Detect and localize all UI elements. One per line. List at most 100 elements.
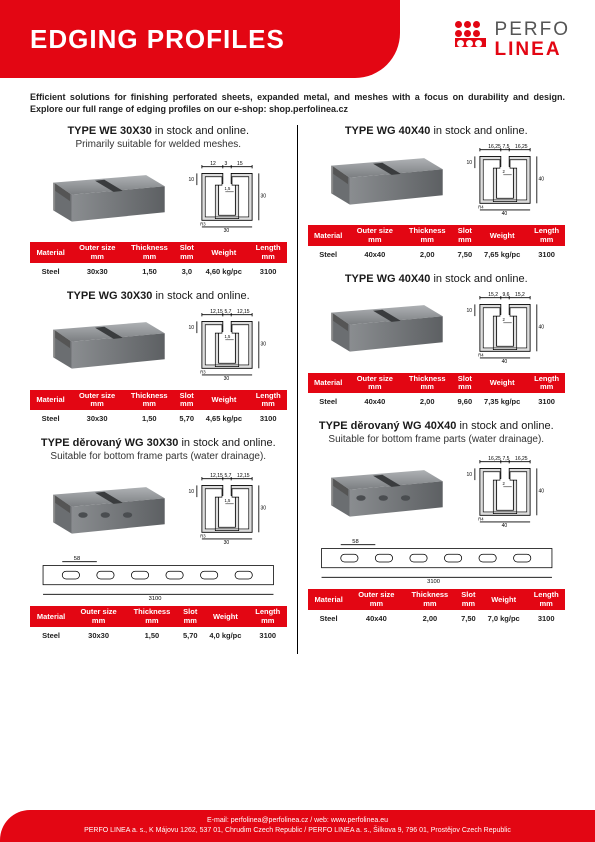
- spec-table: Material Outer sizemm Thicknessmm Slotmm…: [30, 390, 287, 428]
- svg-text:40: 40: [539, 177, 545, 183]
- th-weight: Weight: [476, 225, 528, 246]
- product-images: 12 3 15 10 30 30 R3 1,5: [30, 156, 287, 236]
- svg-text:12,15: 12,15: [211, 309, 224, 315]
- td-weight: 4,0 kg/pc: [202, 627, 249, 644]
- product-block: TYPE děrovaný WG 30X30 in stock and onli…: [30, 437, 287, 644]
- svg-text:16,25: 16,25: [489, 456, 502, 462]
- th-slot: Slotmm: [179, 606, 202, 627]
- td-weight: 7,65 kg/pc: [476, 246, 528, 263]
- td-thick: 1,50: [123, 410, 175, 427]
- td-thick: 2,00: [401, 246, 454, 263]
- spec-table: Material Outer sizemm Thicknessmm Slotmm…: [308, 589, 566, 627]
- td-outer: 30x30: [71, 410, 123, 427]
- footer-address: PERFO LINEA a. s., K Májovu 1262, 537 01…: [10, 826, 585, 836]
- svg-text:30: 30: [261, 342, 267, 348]
- th-slot: Slotmm: [457, 589, 480, 610]
- th-material: Material: [30, 390, 71, 411]
- product-subtitle: Suitable for bottom frame parts (water d…: [30, 451, 287, 462]
- svg-text:30: 30: [261, 194, 267, 200]
- th-weight: Weight: [202, 606, 249, 627]
- td-length: 3100: [250, 410, 287, 427]
- svg-text:2: 2: [503, 170, 506, 175]
- svg-text:15,2: 15,2: [515, 292, 525, 298]
- spec-table: Material Outer sizemm Thicknessmm Slotmm…: [30, 606, 287, 644]
- iso-view-icon: [44, 311, 174, 376]
- svg-text:30: 30: [261, 506, 267, 512]
- product-subtitle: Primarily suitable for welded meshes.: [30, 139, 287, 150]
- svg-text:3100: 3100: [427, 579, 440, 585]
- th-slot: Slotmm: [454, 225, 477, 246]
- page-title: EDGING PROFILES: [30, 24, 285, 55]
- svg-text:R3: R3: [200, 369, 206, 374]
- svg-text:16,25: 16,25: [489, 144, 502, 150]
- cross-section-icon: 16,25 7,5 16,25 10 40 40 R4 2: [460, 143, 550, 215]
- th-outer: Outer sizemm: [71, 390, 123, 411]
- td-length: 3100: [250, 263, 287, 280]
- th-outer: Outer sizemm: [72, 606, 125, 627]
- svg-text:58: 58: [74, 556, 80, 562]
- svg-text:10: 10: [467, 472, 473, 478]
- svg-text:10: 10: [189, 177, 195, 183]
- td-slot: 3,0: [176, 263, 198, 280]
- svg-text:R4: R4: [478, 205, 484, 210]
- th-weight: Weight: [198, 390, 250, 411]
- header: EDGING PROFILES: [0, 0, 400, 78]
- svg-text:1,5: 1,5: [225, 334, 231, 339]
- td-slot: 7,50: [454, 246, 477, 263]
- svg-text:1,5: 1,5: [225, 499, 231, 504]
- svg-text:7,5: 7,5: [503, 456, 510, 462]
- th-material: Material: [308, 225, 349, 246]
- product-images: 16,25 7,5 16,25 10 40 40 R4 2: [308, 139, 566, 219]
- th-thick: Thicknessmm: [401, 225, 454, 246]
- th-thick: Thicknessmm: [125, 606, 179, 627]
- svg-text:1,5: 1,5: [225, 187, 231, 192]
- logo-line1: PERFO: [495, 19, 570, 40]
- svg-text:12: 12: [211, 161, 217, 167]
- iso-view-icon: [322, 147, 452, 212]
- svg-text:2: 2: [503, 317, 506, 322]
- product-block: TYPE WG 40X40 in stock and online. 16,25…: [308, 125, 566, 263]
- column-right: TYPE WG 40X40 in stock and online. 16,25…: [298, 125, 576, 654]
- logo-text: PERFO LINEA: [495, 20, 570, 60]
- td-weight: 7,0 kg/pc: [480, 610, 527, 627]
- th-slot: Slotmm: [176, 242, 198, 263]
- td-material: Steel: [308, 393, 349, 410]
- td-material: Steel: [308, 610, 350, 627]
- product-block: TYPE děrovaný WG 40X40 in stock and onli…: [308, 420, 566, 627]
- product-title: TYPE WG 30X30 in stock and online.: [30, 290, 287, 302]
- svg-text:R4: R4: [478, 352, 484, 357]
- product-grid: TYPE WE 30X30 in stock and online. Prima…: [0, 125, 595, 654]
- svg-text:30: 30: [224, 376, 230, 380]
- svg-text:9,6: 9,6: [503, 292, 510, 298]
- th-length: Lengthmm: [528, 373, 565, 394]
- td-thick: 2,00: [401, 393, 454, 410]
- td-outer: 30x30: [72, 627, 125, 644]
- th-slot: Slotmm: [175, 390, 198, 411]
- product-block: TYPE WG 30X30 in stock and online. 12,15…: [30, 290, 287, 428]
- td-length: 3100: [527, 610, 565, 627]
- svg-text:5,7: 5,7: [225, 309, 232, 315]
- logo-line2: LINEA: [495, 39, 562, 60]
- svg-text:3: 3: [225, 161, 228, 167]
- th-length: Lengthmm: [528, 225, 565, 246]
- svg-text:10: 10: [189, 325, 195, 331]
- svg-text:16,25: 16,25: [515, 456, 528, 462]
- cross-section-icon: 12,15 5,7 12,15 10 30 30 R3 1,5: [182, 472, 272, 544]
- th-thick: Thicknessmm: [403, 589, 457, 610]
- td-slot: 7,50: [457, 610, 480, 627]
- td-slot: 5,70: [179, 627, 202, 644]
- intro-text: Efficient solutions for finishing perfor…: [0, 78, 595, 125]
- svg-text:10: 10: [189, 489, 195, 495]
- td-material: Steel: [30, 410, 71, 427]
- td-thick: 1,50: [123, 263, 176, 280]
- th-length: Lengthmm: [250, 390, 287, 411]
- svg-text:58: 58: [352, 539, 358, 545]
- svg-text:40: 40: [502, 211, 508, 215]
- cross-section-icon: 12 3 15 10 30 30 R3 1,5: [182, 160, 272, 232]
- svg-text:R4: R4: [478, 517, 484, 522]
- th-slot: Slotmm: [454, 373, 477, 394]
- plan-view-icon: 58 3100: [30, 554, 287, 602]
- product-block: TYPE WG 40X40 in stock and online. 15,2 …: [308, 273, 566, 411]
- td-weight: 4,65 kg/pc: [198, 410, 250, 427]
- td-weight: 7,35 kg/pc: [476, 393, 528, 410]
